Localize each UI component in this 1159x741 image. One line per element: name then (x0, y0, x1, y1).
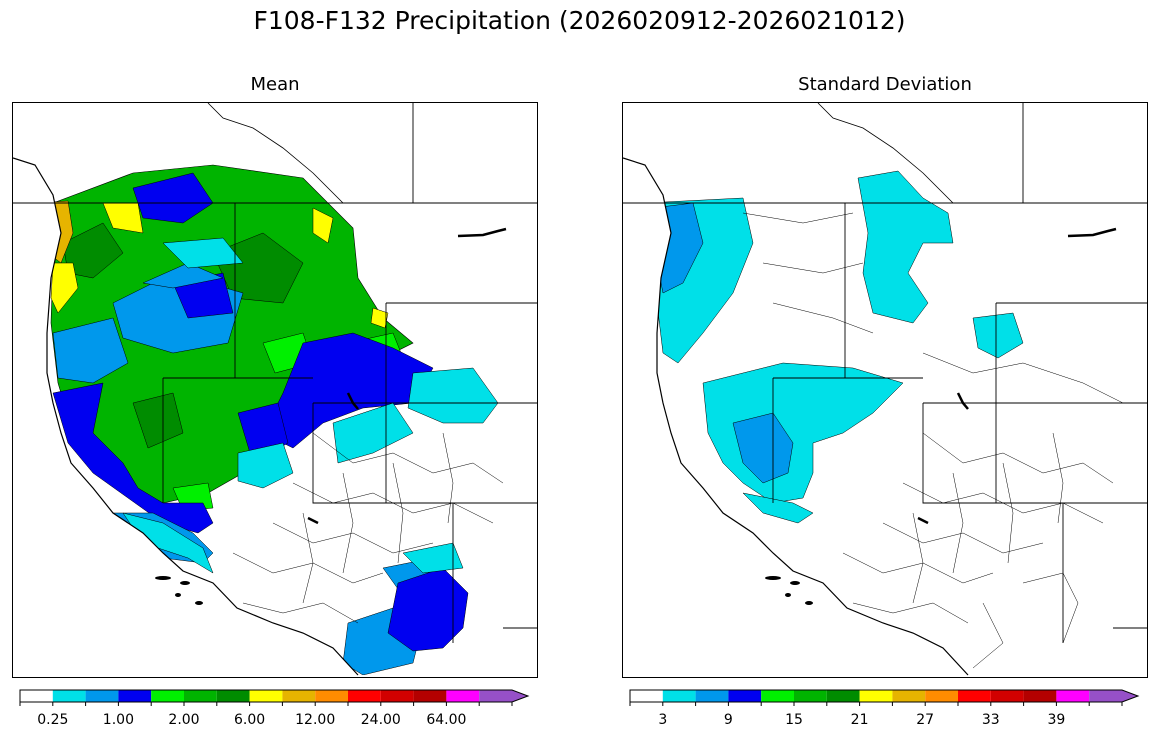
mean-region-cyan (407, 367, 499, 424)
colorbar-tick-label: 39 (1047, 712, 1066, 728)
colorbar-swatch (662, 690, 696, 702)
colorbar-swatch (761, 690, 794, 702)
panel-title-mean: Mean (250, 74, 300, 95)
colorbar-swatch (695, 690, 729, 702)
colorbar-tick-label: 9 (723, 712, 733, 728)
colorbar-tick-label: 24.00 (360, 712, 401, 728)
colorbar-swatch (630, 690, 663, 702)
colorbar-swatch (52, 690, 86, 702)
stddev-colorbar-swatches (629, 689, 1140, 706)
colorbar-tick-label: 12.00 (295, 712, 336, 728)
colorbar-swatch (728, 690, 762, 702)
colorbar-tick-label: 64.00 (426, 712, 467, 728)
colorbar-swatch (380, 690, 414, 702)
mean-colorbar-swatches (19, 689, 530, 706)
colorbar-tick-label: 15 (785, 712, 803, 728)
mean-map[interactable] (12, 102, 538, 678)
colorbar-swatch (990, 690, 1024, 702)
mean-state-borders (13, 103, 537, 643)
colorbar-swatch (413, 690, 447, 702)
colorbar-swatch (826, 690, 860, 702)
colorbar-swatch (282, 690, 316, 702)
colorbar-tick-label: 3 (658, 712, 668, 728)
colorbar-tick-label: 1.00 (102, 712, 134, 728)
colorbar-swatch (315, 690, 348, 702)
colorbar-tick-label: 33 (981, 712, 1000, 728)
colorbar-swatch (1089, 690, 1138, 702)
stddev-colorbar (629, 689, 1140, 706)
colorbar-swatch (859, 690, 893, 702)
colorbar-swatch (20, 690, 53, 702)
colorbar-swatch (118, 690, 152, 702)
colorbar-swatch (925, 690, 958, 702)
colorbar-outline (19, 689, 530, 703)
colorbar-swatch (479, 690, 528, 702)
colorbar-swatch (892, 690, 926, 702)
colorbar-tick-label: 27 (916, 712, 935, 728)
mean-colorbar (19, 689, 530, 706)
stddev-coastline (623, 157, 969, 676)
colorbar-tick-label: 0.25 (37, 712, 69, 728)
colorbar-swatch (958, 690, 991, 702)
colorbar-tick-label: 2.00 (168, 712, 200, 728)
stddev-map[interactable] (622, 102, 1148, 678)
colorbar-swatch (1056, 690, 1090, 702)
colorbar-swatch (151, 690, 184, 702)
mean-map-canvas (13, 103, 537, 676)
colorbar-swatch (794, 690, 827, 702)
colorbar-swatch (216, 690, 250, 702)
colorbar-swatch (249, 690, 283, 702)
colorbar-swatch (184, 690, 217, 702)
figure-title: F108-F132 Precipitation (2026020912-2026… (253, 6, 906, 35)
colorbar-tick-label: 21 (850, 712, 869, 728)
mean-region-blue (132, 172, 214, 224)
stddev-state-borders (623, 103, 1147, 643)
colorbar-tick-label: 6.00 (234, 712, 266, 728)
colorbar-swatch (348, 690, 381, 702)
colorbar-swatch (446, 690, 480, 702)
colorbar-outline (629, 689, 1140, 703)
panel-title-stddev: Standard Deviation (798, 74, 972, 95)
stddev-map-canvas (623, 103, 1147, 676)
colorbar-swatch (85, 690, 119, 702)
mean-coastline (13, 157, 359, 676)
colorbar-swatch (1023, 690, 1057, 702)
